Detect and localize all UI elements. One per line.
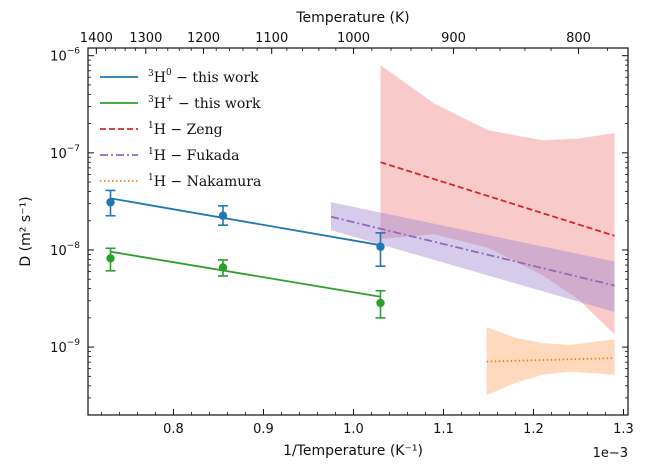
y-tick-label: 10−8 <box>50 241 80 259</box>
marker <box>218 211 228 220</box>
y-tick-label: 10−6 <box>50 47 80 65</box>
legend-entry-1: 3H+ − this work <box>100 94 261 112</box>
axis-ticks <box>88 48 628 416</box>
x-tick-label: 0.9 <box>253 422 274 437</box>
marker <box>106 254 115 263</box>
uncertainty-band-4 <box>486 327 615 396</box>
top-tick-label: 800 <box>566 31 591 46</box>
series-lines <box>110 161 615 363</box>
marker <box>106 198 115 207</box>
data-point-1-0 <box>105 247 116 272</box>
x-axis-title: 1/Temperature (K⁻¹) <box>283 443 423 459</box>
data-point-1-1 <box>218 259 228 277</box>
top-tick-label: 900 <box>441 31 466 46</box>
uncertainty-band-3 <box>331 202 615 312</box>
data-point-0-1 <box>218 204 228 226</box>
y-axis-title-text: D (m² s⁻¹) <box>18 196 34 266</box>
series-line-1 <box>110 250 381 298</box>
legend-label: 1H − Nakamura <box>148 173 261 190</box>
y-tick-label: 10−7 <box>50 144 80 162</box>
data-point-0-0 <box>105 189 116 217</box>
top-tick-label: 1400 <box>80 31 113 46</box>
top-axis-title-text: Temperature (K) <box>295 10 409 26</box>
top-tick-label: 1100 <box>255 31 288 46</box>
legend: 3H0 − this work 3H+ − this work 1H − Zeng 1… <box>100 68 261 190</box>
legend-label: 3H0 − this work <box>148 68 259 86</box>
top-tick-label: 1200 <box>187 31 220 46</box>
x-axis-offset-text: 1e−3 <box>593 446 628 461</box>
legend-entry-2: 1H − Zeng <box>100 121 223 138</box>
x-tick-label: 0.8 <box>163 422 184 437</box>
data-points <box>105 189 386 319</box>
series-line-0 <box>110 197 381 247</box>
x-tick-label: 1.1 <box>433 422 454 437</box>
top-tick-label: 1300 <box>129 31 162 46</box>
legend-label: 1H − Zeng <box>148 121 223 138</box>
legend-label: 3H+ − this work <box>148 94 261 112</box>
marker <box>218 263 228 272</box>
x-tick-label: 1.2 <box>523 422 544 437</box>
top-axis-title: Temperature (K) <box>295 10 409 26</box>
series-line-3 <box>330 215 615 287</box>
data-point-1-2 <box>375 289 386 319</box>
legend-entry-3: 1H − Fukada <box>100 147 239 164</box>
x-tick-label: 1.0 <box>343 422 364 437</box>
data-point-0-2 <box>375 232 386 268</box>
legend-entry-0: 3H0 − this work <box>100 68 259 86</box>
x-axis-offset-label: 1e−3 <box>593 446 628 461</box>
top-tick-label: 1000 <box>337 31 370 46</box>
series-line-2 <box>380 161 615 237</box>
legend-entry-4: 1H − Nakamura <box>100 173 261 190</box>
marker <box>376 242 385 251</box>
y-tick-label: 10−9 <box>50 338 80 356</box>
x-tick-label: 1.3 <box>613 422 634 437</box>
series-line-4 <box>486 357 615 363</box>
marker <box>376 298 385 308</box>
legend-label: 1H − Fukada <box>148 147 239 164</box>
x-axis-title-text: 1/Temperature (K⁻¹) <box>283 443 423 459</box>
y-axis-title: D (m² s⁻¹) <box>18 196 34 266</box>
plot-frame <box>87 47 629 416</box>
